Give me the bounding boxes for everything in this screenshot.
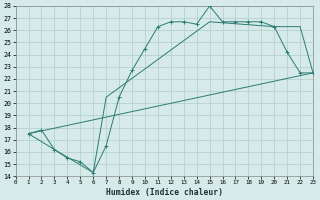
X-axis label: Humidex (Indice chaleur): Humidex (Indice chaleur) xyxy=(106,188,223,197)
